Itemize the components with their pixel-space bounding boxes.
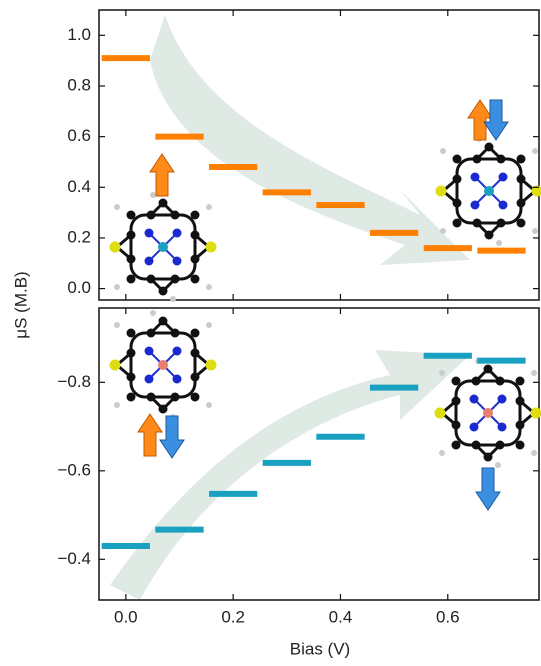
y-tick-label: 0.0 [67, 278, 91, 297]
y-tick-label: 0.8 [67, 75, 91, 94]
y-tick-label: 1.0 [67, 25, 91, 44]
page: {"chart_data":[ {"type":"step-segments",… [0, 0, 541, 666]
y-axis-label: μS (M.B) [11, 271, 30, 338]
y-tick-label: −0.6 [57, 460, 91, 479]
y-tick-label: 0.2 [67, 227, 91, 246]
x-axis-label: Bias (V) [290, 639, 350, 658]
x-tick-label: 0.0 [114, 607, 138, 626]
y-tick-label: −0.8 [57, 372, 91, 391]
x-tick-label: 0.4 [329, 607, 353, 626]
figure: μS (M.B) Bias (V) 0.0 0.2 0.4 0.6 0.8 1.0 −0.4… [0, 0, 541, 666]
x-tick-label: 0.2 [221, 607, 245, 626]
x-tick-label: 0.6 [436, 607, 460, 626]
y-tick-label: −0.4 [57, 549, 91, 568]
y-tick-label: 0.6 [67, 126, 91, 145]
y-tick-label: 0.4 [67, 177, 91, 196]
spin-arrows [138, 100, 508, 510]
